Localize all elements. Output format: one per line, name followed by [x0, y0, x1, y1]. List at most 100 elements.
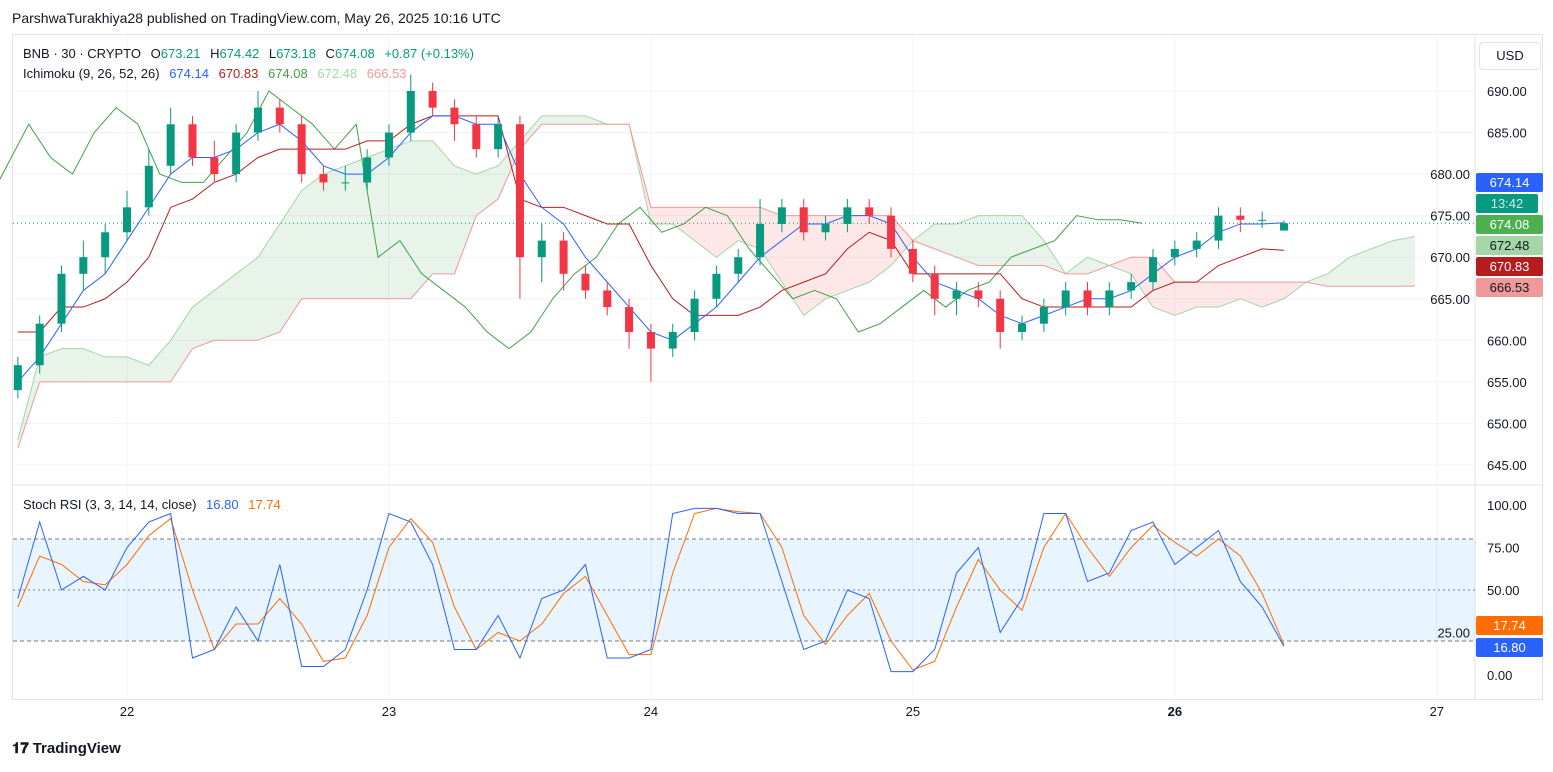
- candle-body: [1061, 290, 1070, 308]
- cloud-segment: [454, 165, 477, 274]
- cloud-segment: [498, 140, 520, 200]
- low-number: 673.18: [276, 46, 316, 61]
- stoch-d-value: 17.74: [248, 497, 281, 512]
- candle-body: [166, 124, 175, 166]
- candle-body: [472, 124, 481, 150]
- logo-text: TradingView: [32, 740, 121, 757]
- candle-body: [1192, 240, 1201, 249]
- cloud-segment: [301, 174, 324, 299]
- candle-body: [646, 331, 655, 349]
- ichimoku-legend[interactable]: Ichimoku (9, 26, 52, 26) 674.14 670.83 6…: [23, 66, 413, 81]
- stoch-d-line: [17, 507, 1285, 671]
- cloud-segment: [236, 257, 258, 341]
- cloud-segment: [214, 273, 237, 341]
- high-label: H: [210, 46, 220, 61]
- candle-body: [363, 157, 372, 183]
- candle-body: [930, 273, 939, 299]
- candle-body: [996, 298, 1005, 332]
- candle-body: [952, 290, 961, 299]
- chart-frame: [12, 34, 1543, 700]
- price-tick: 645.00: [1487, 458, 1527, 473]
- candle-body: [690, 298, 699, 332]
- tradingview-logo[interactable]: 𝟏𝟕 TradingView: [12, 740, 121, 757]
- time-tick: 27: [1430, 704, 1444, 719]
- price-tick: 685.00: [1487, 126, 1527, 141]
- tenkan-value: 674.14: [169, 66, 209, 81]
- high-value: H674.42: [210, 46, 259, 61]
- price-tick: 665.00: [1430, 292, 1470, 307]
- candle-body: [1149, 257, 1158, 283]
- chikou-value: 674.08: [267, 66, 308, 81]
- cloud-segment: [1000, 215, 1023, 266]
- candle-body: [821, 223, 830, 233]
- time-tick: 26: [1168, 704, 1182, 719]
- symbol-legend: BNB · 30 · CRYPTO O673.21 H674.42 L673.1…: [23, 46, 480, 61]
- candle-body: [123, 207, 131, 233]
- candle-body: [625, 307, 634, 332]
- cloud-segment: [956, 215, 979, 266]
- cloud-segment: [541, 115, 564, 125]
- cloud-segment: [934, 223, 957, 258]
- span-a-line: [17, 115, 1416, 441]
- price-tick: 680.00: [1430, 167, 1470, 182]
- cloud-segment: [716, 207, 739, 258]
- cloud-segment: [1305, 273, 1328, 287]
- candle-body: [450, 107, 459, 125]
- stoch-tick: 100.00: [1487, 498, 1527, 513]
- span-b-badge: 666.53: [1476, 278, 1543, 297]
- candle-body: [1127, 282, 1136, 291]
- cloud-segment: [760, 207, 782, 283]
- cloud-segment: [694, 207, 717, 258]
- candle-body: [1236, 215, 1245, 220]
- cloud-segment: [192, 290, 215, 349]
- candle-body: [13, 365, 22, 391]
- publish-line: ParshwaTurakhiya28 published on TradingV…: [12, 10, 501, 26]
- price-tick: 660.00: [1487, 333, 1527, 348]
- span-a-value: 672.48: [317, 66, 358, 81]
- cloud-segment: [432, 140, 455, 274]
- cloud-segment: [1327, 257, 1350, 287]
- high-number: 674.42: [219, 46, 260, 61]
- stoch-tick: 0.00: [1487, 668, 1512, 683]
- open-number: 673.21: [160, 46, 201, 61]
- cloud-segment: [1371, 240, 1394, 287]
- stoch-k-line: [17, 507, 1285, 673]
- cloud-segment: [563, 115, 586, 125]
- stoch-k-value: 16.80: [206, 497, 239, 512]
- cloud-segment: [1174, 282, 1197, 316]
- candle-body: [1214, 215, 1223, 241]
- candle-body: [232, 132, 241, 175]
- candle-body: [144, 165, 153, 208]
- candle-body: [777, 207, 786, 224]
- candle-body: [865, 207, 874, 216]
- candle-body: [734, 257, 743, 274]
- cloud-segment: [39, 348, 62, 382]
- candle-body: [1083, 290, 1092, 308]
- candle-body: [1170, 248, 1179, 258]
- currency-button[interactable]: USD: [1479, 42, 1541, 70]
- cloud-segment: [257, 223, 280, 341]
- candle-body: [668, 331, 677, 349]
- kijun-line: [17, 115, 1285, 333]
- candle-body: [559, 240, 568, 274]
- candle-body: [603, 290, 612, 308]
- cloud-segment: [847, 215, 870, 291]
- tenkan-price-badge: 674.14: [1476, 173, 1543, 192]
- stoch-legend[interactable]: Stoch RSI (3, 3, 14, 14, close) 16.80 17…: [23, 497, 287, 512]
- candle-body: [428, 91, 437, 108]
- cloud-segment: [476, 165, 499, 216]
- cloud-segment: [738, 207, 761, 249]
- cloud-segment: [803, 215, 826, 316]
- candle-body: [799, 207, 808, 233]
- cloud-segment: [170, 307, 193, 382]
- candle-body: [887, 215, 896, 249]
- cloud-segment: [1393, 236, 1415, 287]
- candle-body: [297, 124, 306, 175]
- cloud-segment: [1218, 282, 1241, 308]
- cloud-segment: [17, 356, 40, 449]
- close-label: C: [325, 46, 335, 61]
- time-tick: 25: [906, 704, 920, 719]
- candle-body: [1105, 290, 1114, 308]
- candle-body: [101, 232, 110, 258]
